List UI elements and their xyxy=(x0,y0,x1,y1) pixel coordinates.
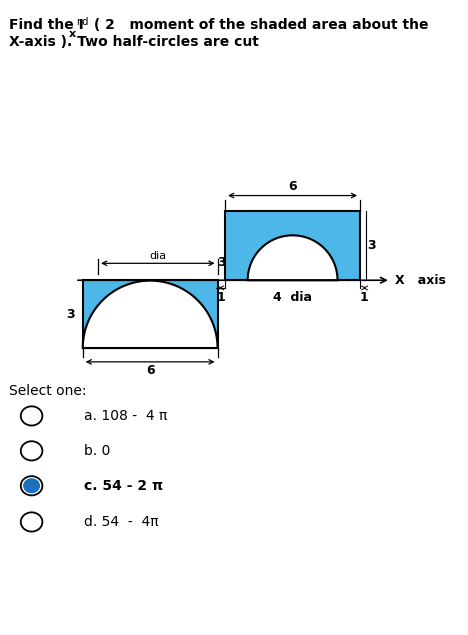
Polygon shape xyxy=(83,281,218,348)
Text: Find the I: Find the I xyxy=(9,18,84,32)
Text: 3: 3 xyxy=(368,239,376,252)
Text: d. 54  -  4π: d. 54 - 4π xyxy=(84,515,159,529)
Bar xyxy=(225,211,360,280)
Text: X-axis ). Two half-circles are cut: X-axis ). Two half-circles are cut xyxy=(9,35,259,49)
Polygon shape xyxy=(248,236,337,280)
Text: 3: 3 xyxy=(217,257,226,269)
Text: X   axis: X axis xyxy=(395,274,446,287)
Text: 6: 6 xyxy=(146,364,154,377)
Text: 6: 6 xyxy=(288,180,297,193)
Text: 1: 1 xyxy=(359,291,368,304)
Text: a. 108 -  4 π: a. 108 - 4 π xyxy=(84,409,168,423)
Text: 4  dia: 4 dia xyxy=(273,291,312,304)
Text: b. 0: b. 0 xyxy=(84,444,110,458)
Text: x: x xyxy=(69,29,76,39)
Circle shape xyxy=(24,479,39,493)
Text: 1: 1 xyxy=(217,291,226,304)
Text: 3: 3 xyxy=(66,307,75,321)
Text: Select one:: Select one: xyxy=(9,384,87,398)
Text: nd: nd xyxy=(76,17,88,27)
Text: dia: dia xyxy=(149,251,167,261)
Bar xyxy=(83,280,218,348)
Text: ( 2   moment of the shaded area about the: ( 2 moment of the shaded area about the xyxy=(89,18,428,32)
Text: c. 54 - 2 π: c. 54 - 2 π xyxy=(84,479,163,493)
